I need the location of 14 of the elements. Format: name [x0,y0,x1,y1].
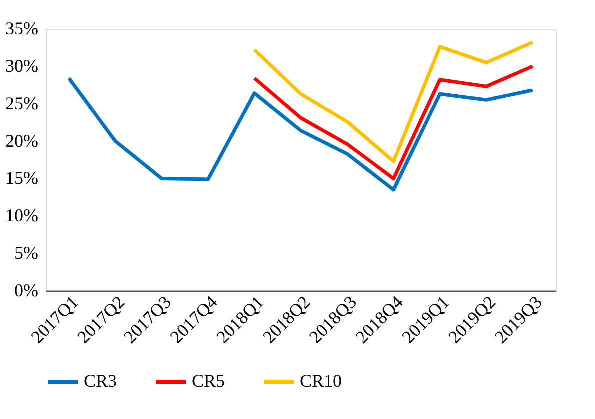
line-series [67,76,535,192]
line-series [252,40,535,164]
y-tick-label: 5% [14,243,38,264]
y-tick-label: 25% [6,93,38,114]
y-tick-label: 15% [6,168,38,188]
legend-label: CR5 [192,371,226,391]
y-tick-label: 35% [6,18,38,38]
y-tick-label: 0% [14,280,38,300]
line-series [252,64,535,180]
y-tick-label: 20% [6,130,38,151]
y-tick-label: 30% [6,56,38,76]
legend-label: CR10 [300,371,342,391]
legend-label: CR3 [84,371,118,391]
y-tick-label: 10% [6,206,38,226]
